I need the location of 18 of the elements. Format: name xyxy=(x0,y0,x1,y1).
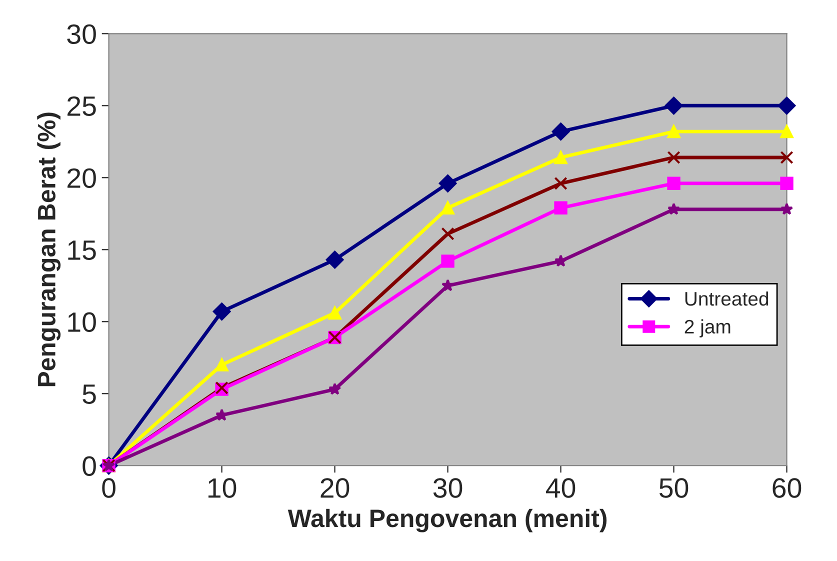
y-tick-label: 20 xyxy=(68,168,96,188)
x-tick-label: 50 xyxy=(659,478,688,498)
y-tick-label: 5 xyxy=(82,384,96,404)
x-tick-label: 30 xyxy=(433,478,462,498)
y-tick-label: 0 xyxy=(82,456,96,476)
x-axis-title: Waktu Pengovenan (menit) xyxy=(288,508,607,532)
x-tick-label: 20 xyxy=(320,478,350,498)
x-tick-label: 10 xyxy=(208,478,236,498)
y-tick-label: 10 xyxy=(68,312,96,332)
x-tick-label: 0 xyxy=(102,478,116,498)
legend-label: Untreated xyxy=(685,291,768,306)
y-axis-title: Pengurangan Berat (%) xyxy=(37,112,61,386)
legend-label: 2 jam xyxy=(684,319,730,338)
x-tick-label: 60 xyxy=(772,478,802,498)
y-tick-label: 30 xyxy=(67,24,96,44)
y-tick-label: 15 xyxy=(68,240,96,260)
x-tick-label: 40 xyxy=(546,478,576,498)
y-tick-label: 25 xyxy=(68,96,96,116)
